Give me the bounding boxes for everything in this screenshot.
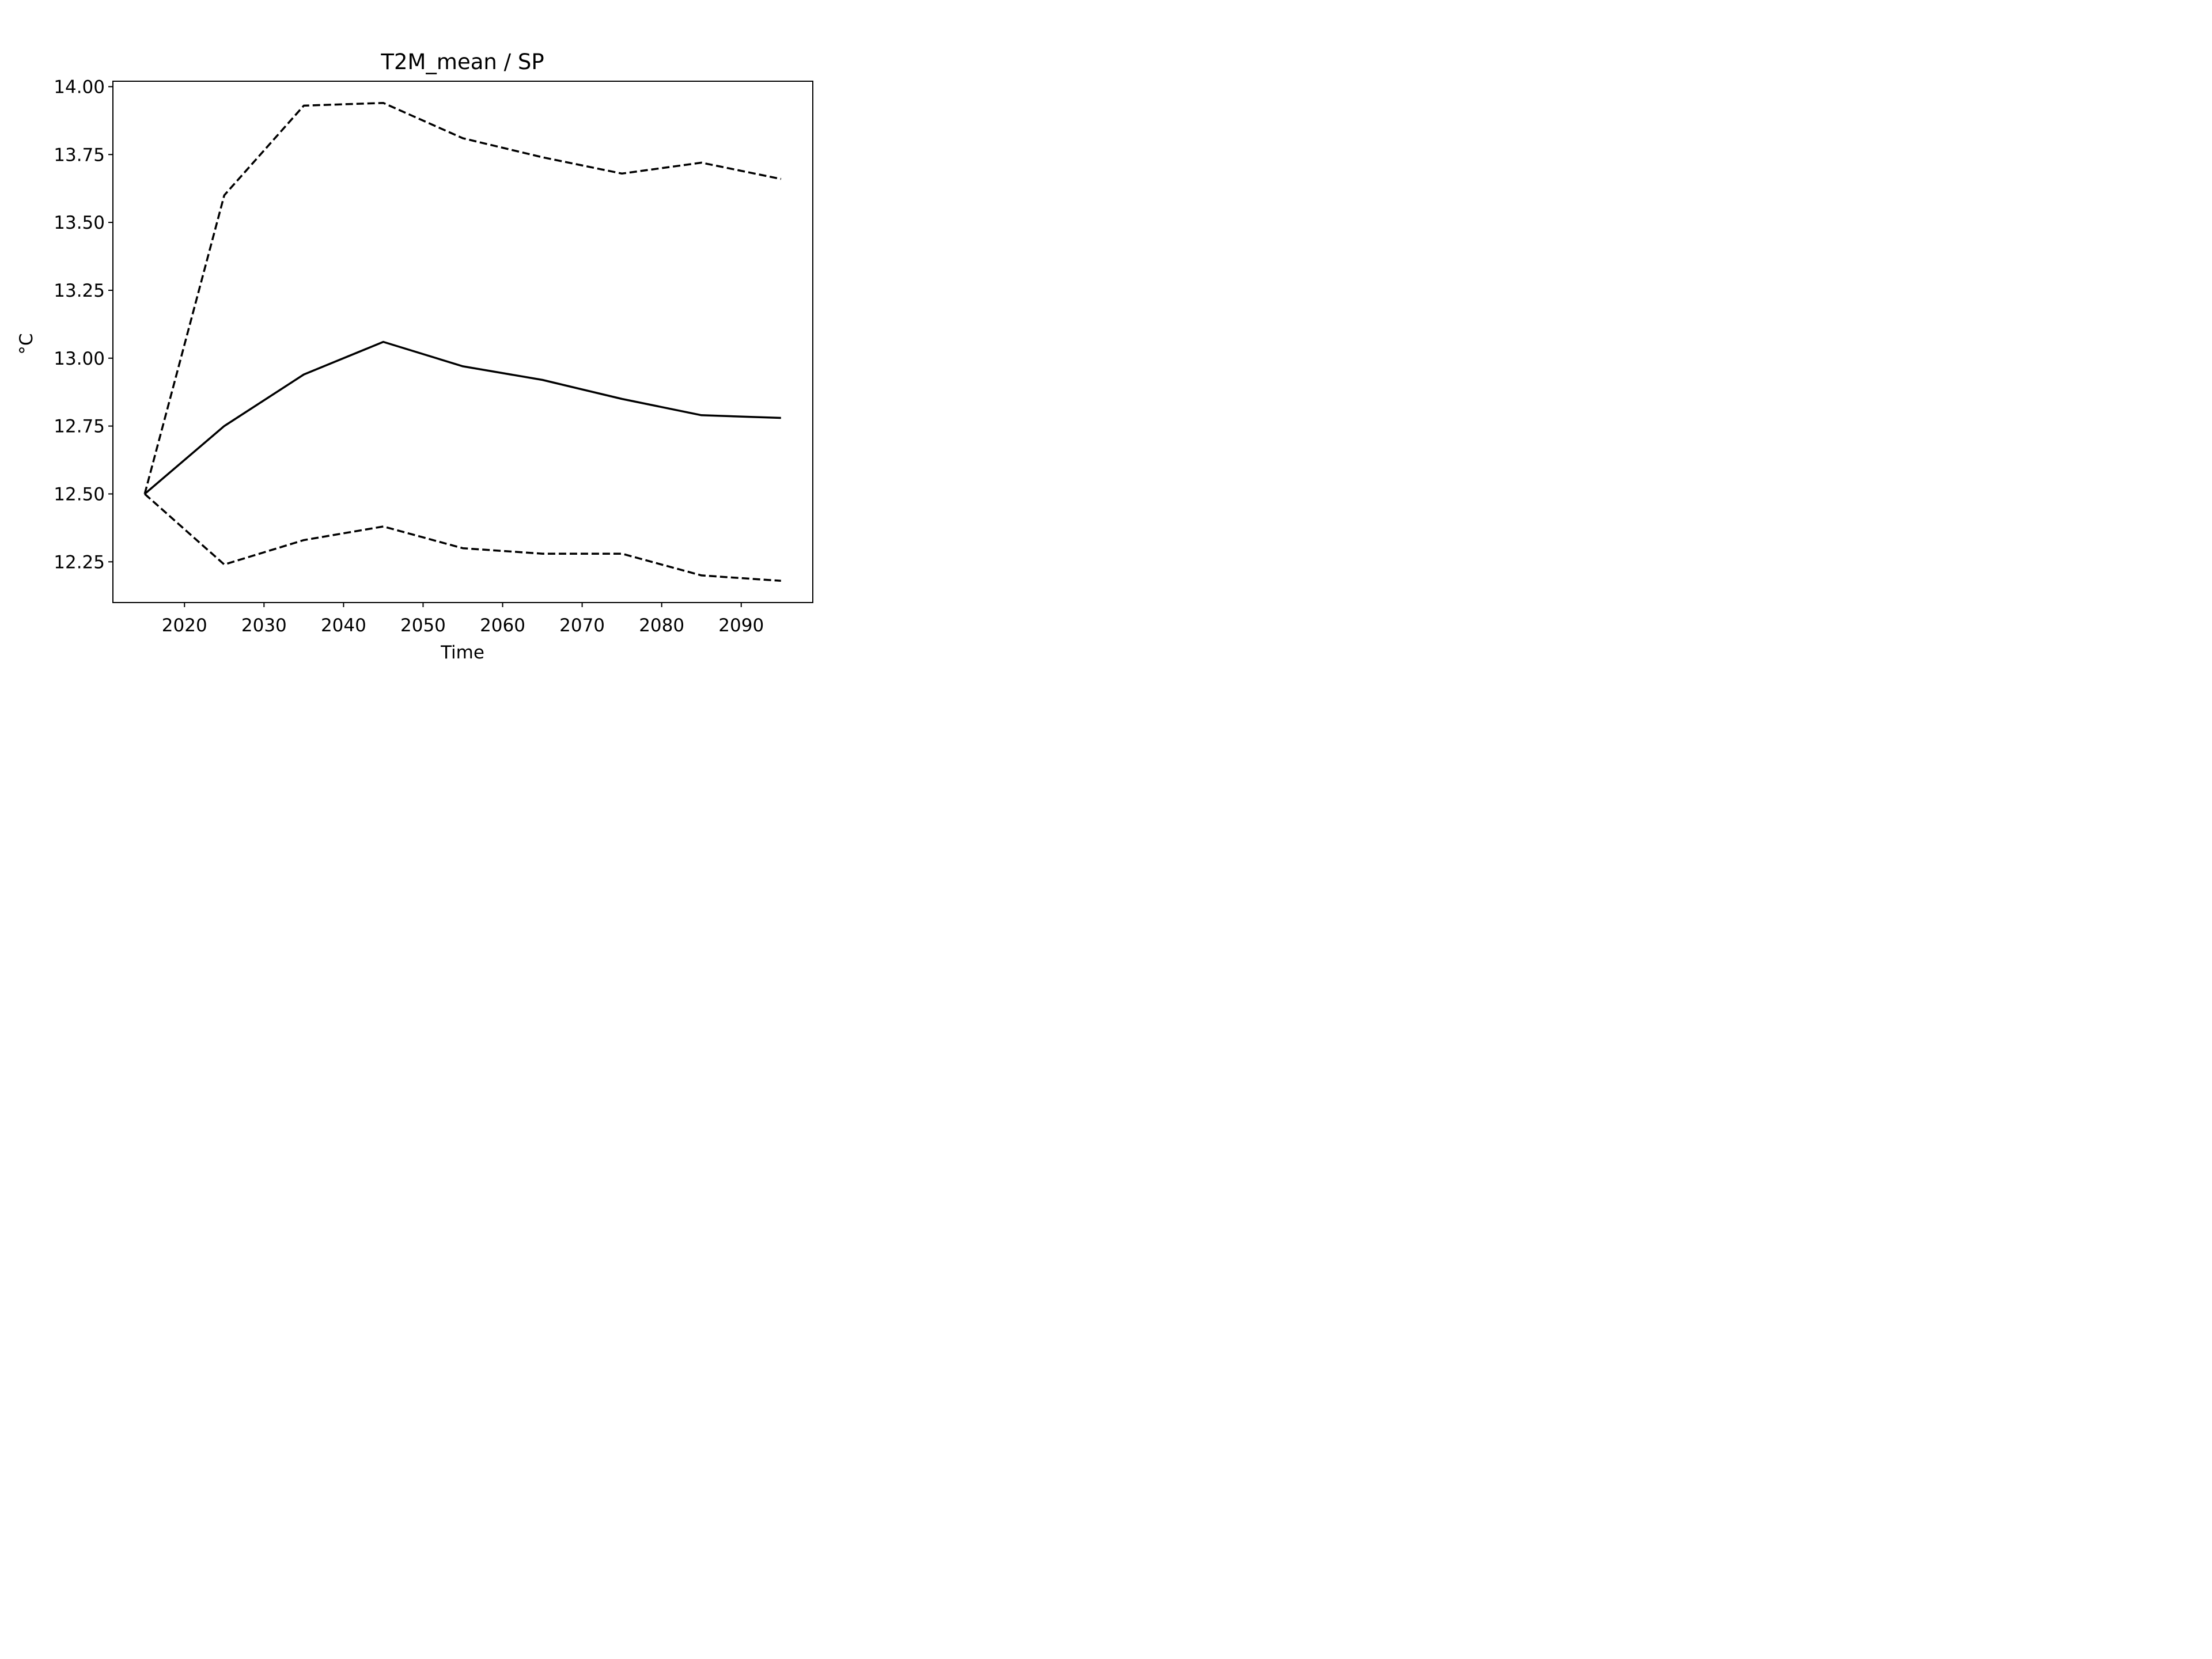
chart-title: T2M_mean / SP — [380, 50, 544, 74]
x-tick-label: 2080 — [639, 615, 684, 636]
x-tick-label: 2040 — [321, 615, 366, 636]
x-axis-ticks: 2020 2030 2040 2050 2060 2070 2080 2090 — [162, 603, 764, 636]
plot-frame — [112, 81, 813, 603]
series-line-upper — [143, 101, 782, 494]
x-tick-label: 2090 — [718, 615, 764, 636]
x-tick-label: 2070 — [559, 615, 605, 636]
chart: T2M_mean / SP 2020 2030 2040 2050 2060 2070 20… — [0, 0, 891, 668]
x-tick-label: 2020 — [162, 615, 207, 636]
y-tick-label: 12.75 — [54, 416, 105, 437]
y-axis-label: °C — [16, 333, 37, 354]
y-tick-label: 12.50 — [54, 484, 105, 505]
y-tick-label: 13.75 — [54, 145, 105, 165]
x-tick-label: 2050 — [400, 615, 446, 636]
y-tick-label: 13.50 — [54, 213, 105, 233]
x-tick-label: 2060 — [480, 615, 525, 636]
y-axis-ticks: 12.25 12.50 12.75 13.00 13.25 13.50 13.75 14.00 — [54, 77, 113, 573]
x-axis-label: Time — [440, 642, 484, 663]
y-tick-label: 13.25 — [54, 281, 105, 301]
series-layer — [143, 101, 782, 582]
y-tick-label: 13.00 — [54, 349, 105, 369]
series-line-lower — [144, 493, 781, 582]
series-line-mean — [144, 340, 781, 495]
figure-background — [0, 0, 891, 668]
y-tick-label: 12.25 — [54, 552, 105, 573]
x-tick-label: 2030 — [241, 615, 287, 636]
y-tick-label: 14.00 — [54, 77, 105, 97]
